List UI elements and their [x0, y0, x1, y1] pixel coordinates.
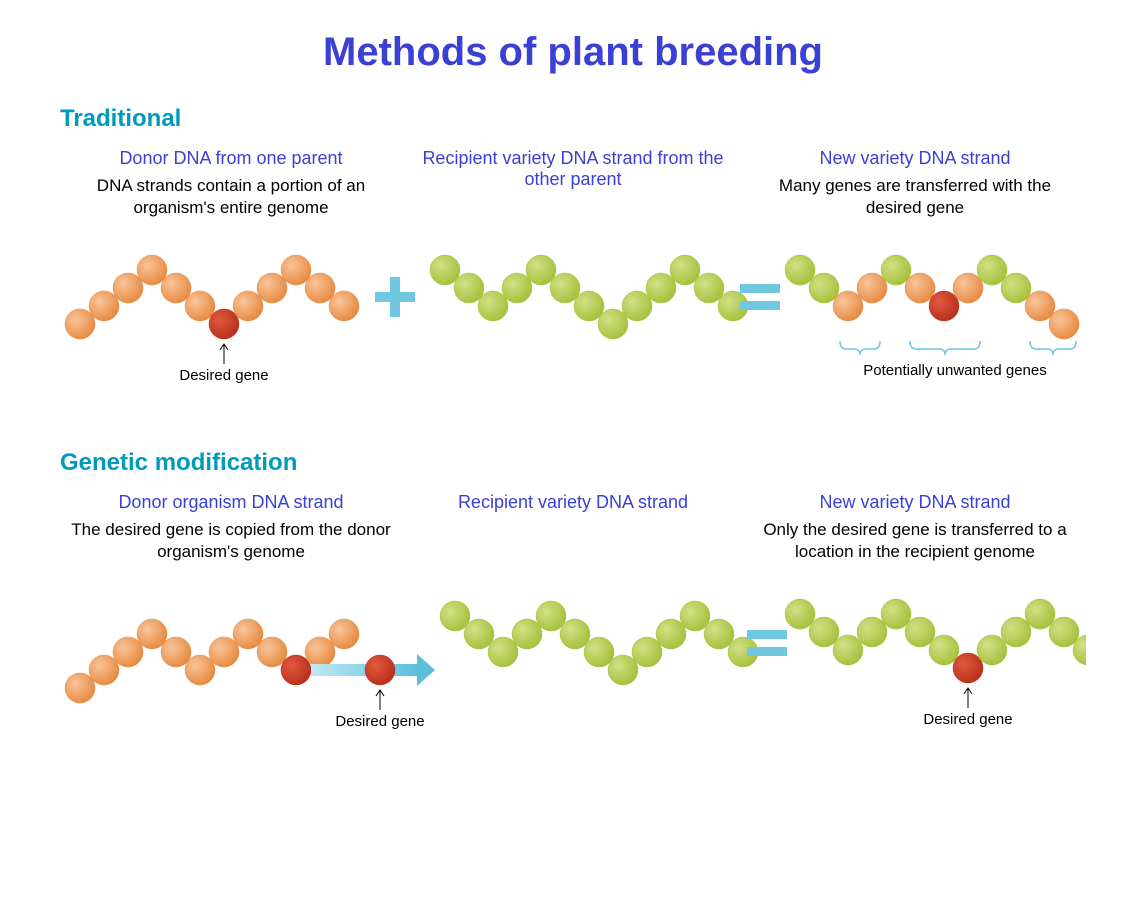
- page-title: Methods of plant breeding: [60, 30, 1086, 75]
- gm-header-row: Donor organism DNA strand The desired ge…: [60, 492, 1086, 563]
- gm-col-2-title: Recipient variety DNA strand: [410, 492, 736, 513]
- trad-col-1-desc: DNA strands contain a portion of an orga…: [68, 175, 394, 219]
- gm-section-title: Genetic modification: [60, 449, 1086, 477]
- trad-col-2: Recipient variety DNA strand from the ot…: [402, 148, 744, 196]
- svg-text:Desired gene: Desired gene: [923, 711, 1012, 728]
- trad-col-3: New variety DNA strand Many genes are tr…: [744, 148, 1086, 219]
- gm-col-3-title: New variety DNA strand: [752, 492, 1078, 513]
- gm-col-2: Recipient variety DNA strand: [402, 492, 744, 519]
- svg-text:Desired gene: Desired gene: [179, 367, 268, 384]
- svg-text:Desired gene: Desired gene: [335, 713, 424, 730]
- trad-col-1: Donor DNA from one parent DNA strands co…: [60, 148, 402, 219]
- traditional-section-title: Traditional: [60, 105, 1086, 133]
- gm-col-1: Donor organism DNA strand The desired ge…: [60, 492, 402, 563]
- gm-diagram: Desired gene Desired gene: [60, 573, 1086, 783]
- trad-col-2-title: Recipient variety DNA strand from the ot…: [410, 148, 736, 190]
- trad-col-1-title: Donor DNA from one parent: [68, 148, 394, 169]
- gm-col-1-title: Donor organism DNA strand: [68, 492, 394, 513]
- traditional-diagram: Desired gene Potentially unwanted genes: [60, 229, 1086, 429]
- trad-col-3-title: New variety DNA strand: [752, 148, 1078, 169]
- trad-col-3-desc: Many genes are transferred with the desi…: [752, 175, 1078, 219]
- gm-col-1-desc: The desired gene is copied from the dono…: [68, 519, 394, 563]
- gm-col-3: New variety DNA strand Only the desired …: [744, 492, 1086, 563]
- traditional-header-row: Donor DNA from one parent DNA strands co…: [60, 148, 1086, 219]
- svg-text:Potentially unwanted genes: Potentially unwanted genes: [863, 362, 1046, 379]
- gm-col-3-desc: Only the desired gene is transferred to …: [752, 519, 1078, 563]
